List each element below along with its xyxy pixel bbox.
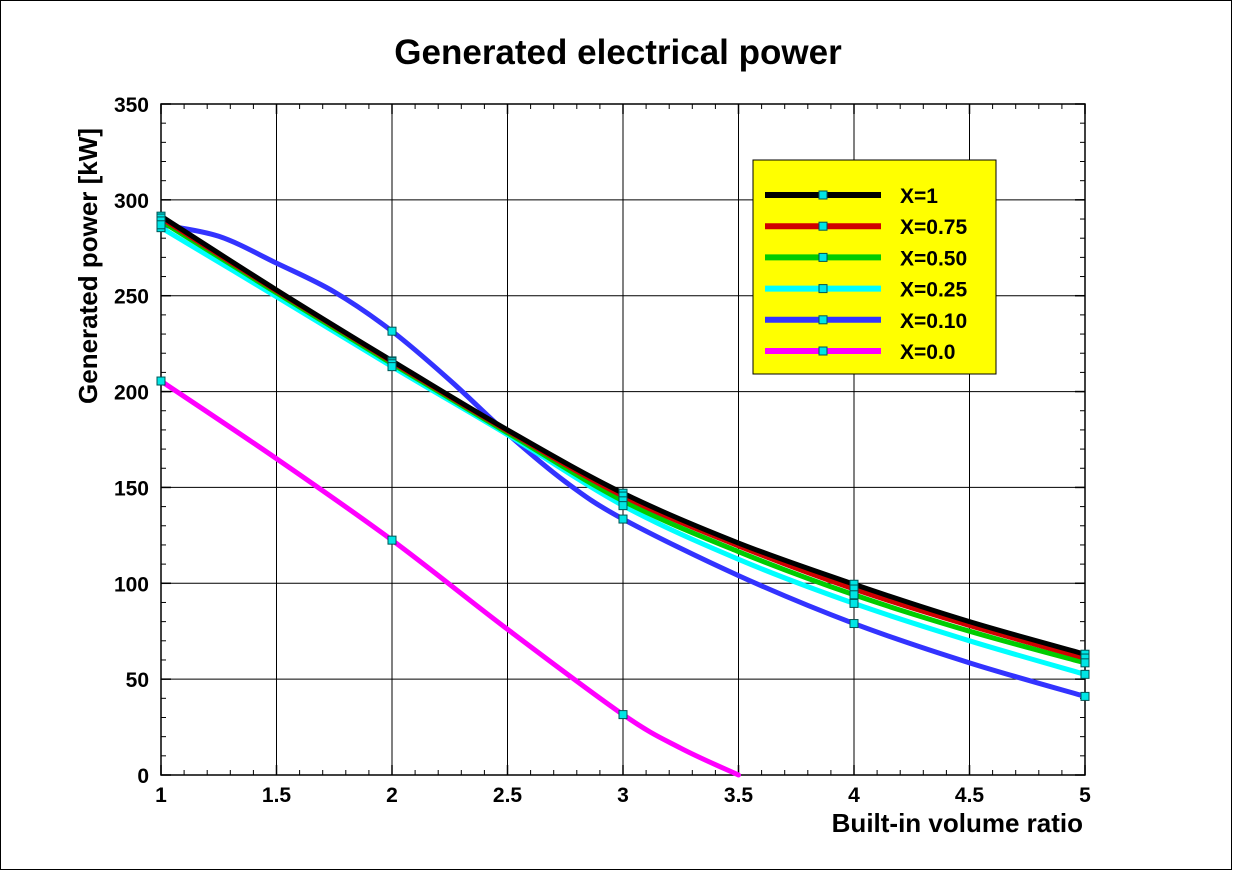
y-tick-label: 250 — [114, 286, 149, 309]
legend-label: X=0.75 — [900, 216, 967, 239]
chart-title: Generated electrical power — [394, 33, 842, 72]
axes — [160, 103, 1086, 776]
data-point — [618, 710, 628, 720]
data-point — [156, 376, 166, 386]
x-tick-label: 1 — [155, 784, 167, 807]
x-tick-label: 2 — [386, 784, 398, 807]
data-point — [849, 590, 859, 600]
data-point — [618, 501, 628, 511]
data-point — [1080, 669, 1090, 679]
y-tick-label: 350 — [114, 94, 149, 117]
y-tick-label: 0 — [137, 765, 149, 788]
data-point — [618, 514, 628, 524]
legend-label: X=0.0 — [900, 341, 955, 364]
data-point — [1080, 691, 1090, 701]
series-line — [158, 222, 1088, 699]
legend-marker — [818, 346, 828, 356]
legend-label: X=1 — [900, 185, 938, 208]
legend-marker — [818, 221, 828, 231]
plot-border — [160, 103, 1086, 776]
legend: X=1 X=0.75 X=0.50 X=0.25 X=0.10 X=0.0 — [752, 159, 997, 375]
data-point — [156, 220, 166, 230]
x-axis-title: Built-in volume ratio — [832, 808, 1083, 838]
legend-marker — [818, 252, 828, 262]
data-point — [1080, 658, 1090, 668]
data-point — [387, 326, 397, 336]
y-tick-label: 200 — [114, 382, 149, 405]
data-markers — [156, 211, 1090, 720]
y-tick-label: 100 — [114, 573, 149, 596]
y-tick-label: 150 — [114, 477, 149, 500]
legend-label: X=0.25 — [900, 279, 967, 302]
data-point — [849, 598, 859, 608]
legend-label: X=0.50 — [900, 247, 967, 270]
data-point — [387, 535, 397, 545]
y-tick-label: 300 — [114, 190, 149, 213]
legend-label: X=0.10 — [900, 310, 967, 333]
data-point — [387, 362, 397, 372]
x-tick-label: 3.5 — [724, 784, 754, 807]
x-tick-label: 4.5 — [955, 784, 985, 807]
x-tick-label: 3 — [617, 784, 629, 807]
x-tick-label: 4 — [848, 784, 860, 807]
data-point — [849, 619, 859, 629]
y-axis-title: Generated power [kW] — [73, 128, 103, 404]
y-tick-label: 50 — [126, 669, 149, 692]
legend-marker — [818, 284, 828, 294]
x-tick-label: 1.5 — [262, 784, 292, 807]
x-tick-label: 5 — [1079, 784, 1091, 807]
legend-marker — [818, 315, 828, 325]
x-tick-label: 2.5 — [493, 784, 523, 807]
legend-marker — [818, 190, 828, 200]
series-line — [158, 378, 741, 778]
